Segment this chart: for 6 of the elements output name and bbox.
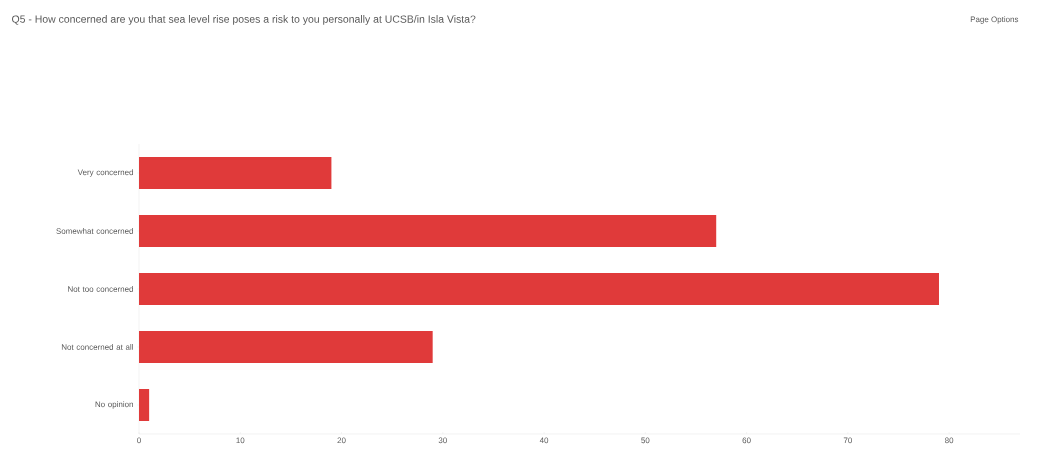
bar <box>139 330 433 363</box>
bar <box>139 156 332 189</box>
bar <box>139 388 150 421</box>
bar <box>139 272 939 305</box>
bar <box>139 214 717 247</box>
chart-title: Q5 - How concerned are you that sea level rise poses a risk to you personally at UCSB/in Isla Vista? <box>12 15 476 25</box>
